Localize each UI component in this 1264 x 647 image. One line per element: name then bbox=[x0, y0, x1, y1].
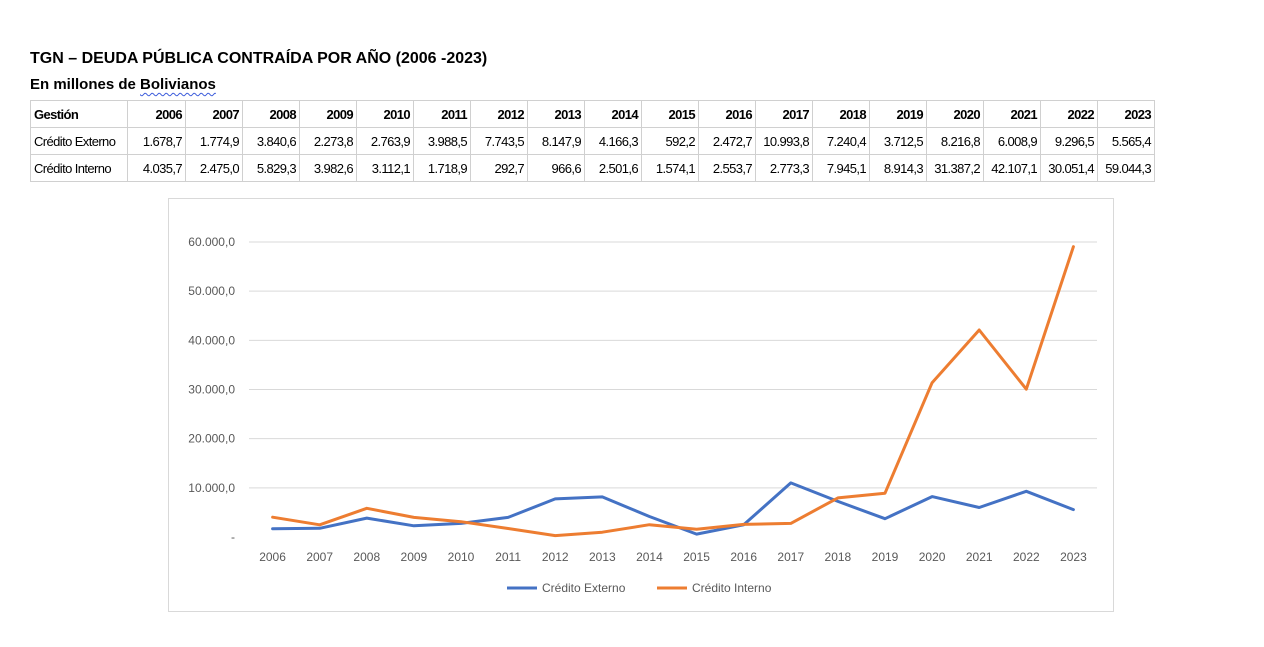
table-cell: 6.008,9 bbox=[983, 127, 1041, 155]
table-cell: 8.147,9 bbox=[527, 127, 585, 155]
table-cell: 3.840,6 bbox=[242, 127, 300, 155]
page-subtitle: En millones de Bolivianos bbox=[30, 76, 216, 93]
table-cell: 7.945,1 bbox=[812, 154, 870, 182]
table-header-year: 2016 bbox=[698, 100, 756, 128]
x-tick-label: 2022 bbox=[1013, 550, 1040, 564]
chart-container: - 10.000,0 20.000,0 30.000,0 40.000,0 50.000,… bbox=[168, 198, 1114, 612]
y-tick-label: 40.000,0 bbox=[188, 333, 235, 347]
y-tick-label: - bbox=[231, 530, 235, 544]
table-cell: 1.678,7 bbox=[127, 127, 186, 155]
x-tick-label: 2013 bbox=[589, 550, 616, 564]
table-header-row: Gestión 2006 2007 2008 2009 2010 2011 2012 2013 2… bbox=[30, 100, 1155, 128]
data-table: Gestión 2006 2007 2008 2009 2010 2011 2012 2013 2… bbox=[30, 100, 1155, 182]
table-cell: 2.501,6 bbox=[584, 154, 642, 182]
table-cell: 9.296,5 bbox=[1040, 127, 1098, 155]
table-cell: 30.051,4 bbox=[1040, 154, 1098, 182]
table-cell: 1.774,9 bbox=[185, 127, 243, 155]
table-cell: 3.112,1 bbox=[356, 154, 414, 182]
x-tick-label: 2015 bbox=[683, 550, 710, 564]
table-cell: 4.035,7 bbox=[127, 154, 186, 182]
y-tick-label: 20.000,0 bbox=[188, 432, 235, 446]
table-cell: 8.914,3 bbox=[869, 154, 927, 182]
table-cell: 3.712,5 bbox=[869, 127, 927, 155]
x-tick-label: 2017 bbox=[777, 550, 804, 564]
table-cell: 59.044,3 bbox=[1097, 154, 1155, 182]
table-cell: 2.773,3 bbox=[755, 154, 813, 182]
line-chart: - 10.000,0 20.000,0 30.000,0 40.000,0 50.000,… bbox=[188, 235, 1097, 595]
x-tick-label: 2007 bbox=[306, 550, 333, 564]
table-cell: 966,6 bbox=[527, 154, 585, 182]
table-cell: 3.982,6 bbox=[299, 154, 357, 182]
y-tick-label: 10.000,0 bbox=[188, 481, 235, 495]
table-cell: 592,2 bbox=[641, 127, 699, 155]
table-cell: 292,7 bbox=[470, 154, 528, 182]
table-header-year: 2006 bbox=[127, 100, 186, 128]
table-cell: 10.993,8 bbox=[755, 127, 813, 155]
table-cell: 8.216,8 bbox=[926, 127, 984, 155]
x-tick-label: 2018 bbox=[825, 550, 852, 564]
x-tick-label: 2019 bbox=[872, 550, 899, 564]
table-header-year: 2009 bbox=[299, 100, 357, 128]
y-tick-label: 30.000,0 bbox=[188, 383, 235, 397]
table-cell: 4.166,3 bbox=[584, 127, 642, 155]
table-cell: 2.472,7 bbox=[698, 127, 756, 155]
x-tick-label: 2009 bbox=[401, 550, 428, 564]
table-cell: 1.718,9 bbox=[413, 154, 471, 182]
x-tick-label: 2020 bbox=[919, 550, 946, 564]
x-tick-label: 2021 bbox=[966, 550, 993, 564]
legend-label: Crédito Externo bbox=[542, 581, 626, 595]
table-header-year: 2011 bbox=[413, 100, 471, 128]
x-tick-label: 2010 bbox=[448, 550, 475, 564]
table-cell: 42.107,1 bbox=[983, 154, 1041, 182]
series-line-credito-interno bbox=[271, 245, 1075, 538]
table-header-year: 2017 bbox=[755, 100, 813, 128]
table-header-year: 2008 bbox=[242, 100, 300, 128]
x-tick-label: 2012 bbox=[542, 550, 569, 564]
table-header-year: 2010 bbox=[356, 100, 414, 128]
table-header-year: 2019 bbox=[869, 100, 927, 128]
x-tick-label: 2011 bbox=[495, 550, 521, 564]
table-cell: 7.743,5 bbox=[470, 127, 528, 155]
table-header-year: 2013 bbox=[527, 100, 585, 128]
table-header-year: 2018 bbox=[812, 100, 870, 128]
table-cell: 7.240,4 bbox=[812, 127, 870, 155]
table-cell: 5.565,4 bbox=[1097, 127, 1155, 155]
table-row: Crédito Externo 1.678,7 1.774,9 3.840,6 2.27… bbox=[30, 127, 1155, 155]
x-tick-label: 2016 bbox=[730, 550, 757, 564]
table-cell: 31.387,2 bbox=[926, 154, 984, 182]
table-cell: 3.988,5 bbox=[413, 127, 471, 155]
table-row-label: Crédito Externo bbox=[30, 127, 128, 155]
table-row: Crédito Interno 4.035,7 2.475,0 5.829,3 3.98… bbox=[30, 154, 1155, 182]
x-tick-label: 2014 bbox=[636, 550, 663, 564]
table-cell: 2.475,0 bbox=[185, 154, 243, 182]
subtitle-text: En millones de bbox=[30, 76, 141, 93]
x-tick-label: 2008 bbox=[353, 550, 380, 564]
table-header-year: 2020 bbox=[926, 100, 984, 128]
table-header-year: 2022 bbox=[1040, 100, 1098, 128]
y-tick-label: 60.000,0 bbox=[188, 235, 235, 249]
table-header-year: 2015 bbox=[641, 100, 699, 128]
x-tick-label: 2023 bbox=[1060, 550, 1087, 564]
table-row-label: Crédito Interno bbox=[30, 154, 128, 182]
table-header-label: Gestión bbox=[30, 100, 128, 128]
table-cell: 1.574,1 bbox=[641, 154, 699, 182]
table-cell: 2.553,7 bbox=[698, 154, 756, 182]
table-cell: 2.273,8 bbox=[299, 127, 357, 155]
table-header-year: 2021 bbox=[983, 100, 1041, 128]
legend-label: Crédito Interno bbox=[692, 581, 772, 595]
table-cell: 2.763,9 bbox=[356, 127, 414, 155]
table-header-year: 2023 bbox=[1097, 100, 1155, 128]
subtitle-unit: Bolivianos bbox=[140, 76, 216, 93]
x-tick-label: 2006 bbox=[259, 550, 286, 564]
table-header-year: 2007 bbox=[185, 100, 243, 128]
table-header-year: 2014 bbox=[584, 100, 642, 128]
y-tick-label: 50.000,0 bbox=[188, 284, 235, 298]
series-line-credito-externo bbox=[271, 481, 1075, 536]
table-header-year: 2012 bbox=[470, 100, 528, 128]
page-title: TGN – DEUDA PÚBLICA CONTRAÍDA POR AÑO (2… bbox=[30, 50, 488, 67]
table-cell: 5.829,3 bbox=[242, 154, 300, 182]
